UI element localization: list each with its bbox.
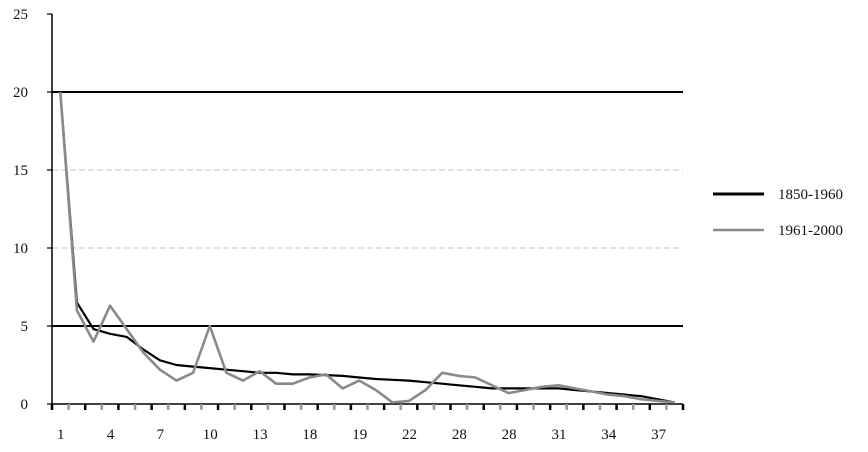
x-tick-label: 37 [651,427,667,443]
series-line-1 [59,91,675,404]
x-tick-label: 10 [203,427,218,443]
axes: 0 5 10 15 20 25 1 4 7 10 13 18 19 22 28 28 31 34 37 [13,7,685,443]
y-tick-label-5: 5 [21,319,29,335]
x-tick-label: 28 [452,427,467,443]
gridlines [52,91,683,327]
y-tick-label-10: 10 [13,241,28,257]
y-tick-label-20: 20 [13,85,28,101]
y-tick-label-25: 25 [13,7,28,23]
x-tick-label: 7 [157,427,165,443]
x-tick-label: 28 [502,427,517,443]
y-tick-label-15: 15 [13,163,28,179]
x-tick-label: 4 [107,427,115,443]
x-tick-label: 18 [302,427,317,443]
legend-label-1: 1850-1960 [778,187,843,203]
x-tick-label: 1 [57,427,65,443]
series-line-2 [59,91,675,404]
x-tick-label: 22 [402,427,417,443]
x-tick-label: 31 [551,427,566,443]
y-tick-label-0: 0 [21,397,29,413]
x-tick-label: 34 [601,427,617,443]
x-tick-label: 13 [253,427,268,443]
legend: 1850-1960 1961-2000 [713,187,843,239]
legend-label-2: 1961-2000 [778,223,843,239]
x-tick-label: 19 [352,427,367,443]
series-lines [59,91,675,404]
